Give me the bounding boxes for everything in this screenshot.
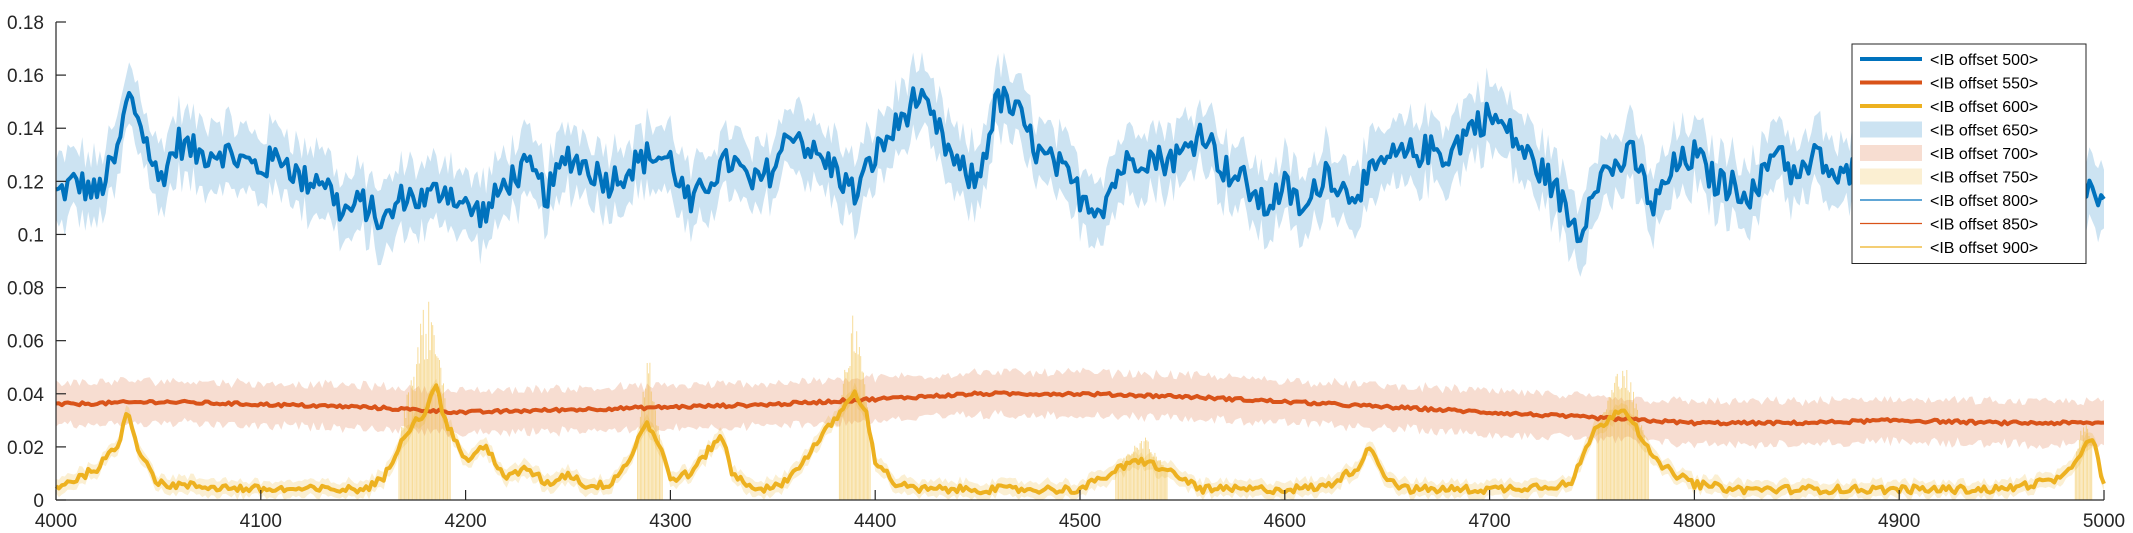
x-tick-label: 4100	[240, 511, 282, 532]
legend: <IB offset 500> <IB offset 550> <IB offset…	[1851, 43, 2087, 264]
legend-label: <IB offset 750>	[1930, 170, 2038, 187]
legend-label: <IB offset 700>	[1930, 146, 2038, 163]
legend-swatch	[1860, 121, 1922, 138]
legend-label: <IB offset 850>	[1930, 217, 2038, 234]
mean-lines	[54, 85, 2106, 496]
y-tick-label: 0.04	[7, 385, 44, 406]
y-tick-label: 0	[33, 491, 44, 512]
legend-label: <IB offset 600>	[1930, 99, 2038, 116]
band-series-3	[56, 378, 2104, 500]
y-tick-label: 0.06	[7, 332, 44, 353]
raw-spike-traces	[398, 301, 2093, 500]
line-series-1	[55, 85, 2106, 244]
x-tick-label: 4900	[1878, 511, 1920, 532]
x-tick-label: 4300	[649, 511, 691, 532]
spike-trace-series-3	[398, 301, 2093, 500]
x-tick-label: 4700	[1468, 511, 1510, 532]
band-series-1	[56, 52, 2104, 277]
y-tick-label: 0.12	[7, 172, 44, 193]
legend-label: <IB offset 900>	[1930, 240, 2038, 257]
y-tick-label: 0.08	[7, 279, 44, 300]
confidence-bands	[56, 52, 2104, 500]
legend-swatch	[1860, 145, 1922, 161]
legend-label: <IB offset 800>	[1930, 193, 2038, 210]
legend-label: <IB offset 650>	[1930, 123, 2038, 140]
x-tick-label: 5000	[2083, 511, 2125, 532]
y-tick-label: 0.1	[18, 225, 44, 246]
x-tick-label: 4200	[444, 511, 486, 532]
y-tick-label: 0.18	[7, 13, 44, 34]
x-tick-label: 4500	[1059, 511, 1101, 532]
x-tick-label: 4000	[35, 511, 77, 532]
axes: 4000 4100 4200 4300 4400 4500 4600 4700 4800 4900…	[7, 13, 2125, 532]
line-series-2	[55, 390, 2105, 427]
y-tick-label: 0.14	[7, 119, 44, 140]
x-tick-label: 4600	[1264, 511, 1306, 532]
line-series-3	[54, 383, 2106, 496]
x-tick-label: 4400	[854, 511, 896, 532]
legend-label: <IB offset 500>	[1930, 52, 2038, 69]
legend-swatch	[1860, 168, 1922, 185]
y-tick-label: 0.02	[7, 438, 44, 459]
x-tick-label: 4800	[1673, 511, 1715, 532]
band-series-2	[56, 367, 2104, 450]
legend-label: <IB offset 550>	[1930, 76, 2038, 93]
y-tick-label: 0.16	[7, 66, 44, 87]
